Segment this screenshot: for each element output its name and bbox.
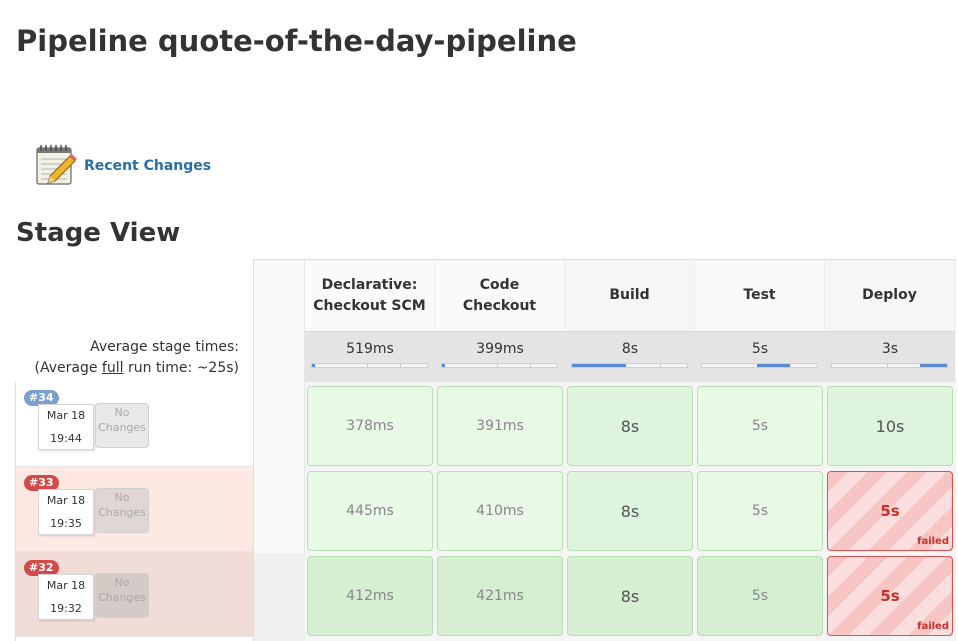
failed-label: failed (917, 621, 949, 632)
stage-cell[interactable]: 410ms (437, 471, 563, 551)
avg-stage-times-label: Average stage times: (90, 339, 239, 355)
run-time: 19:44 (50, 432, 82, 445)
stage-header: Code Checkout (435, 260, 565, 331)
build-number-badge[interactable]: #34 (24, 390, 59, 406)
stage-average-value: 5s (751, 341, 769, 357)
stage-cell[interactable]: 391ms (437, 386, 563, 466)
bar-tick (530, 363, 531, 368)
stage-progress-fill (442, 364, 445, 367)
stage-column-build: Build 8s 8s 8s 8s (565, 260, 695, 641)
stage-cell[interactable]: 5s (697, 386, 823, 466)
stage-column-deploy: Deploy 3s 10s 5s failed 5s failed (825, 260, 955, 641)
stage-progress-bar (441, 363, 558, 368)
build-history-column: #34 Mar 18 19:44 No Changes #33 Mar 18 1… (15, 382, 254, 641)
stage-cell[interactable]: 421ms (437, 556, 563, 636)
avg-full-link[interactable]: full (101, 360, 124, 376)
stage-cell[interactable]: 378ms (307, 386, 433, 466)
stage-cell[interactable]: 445ms (307, 471, 433, 551)
stage-progress-bar (571, 363, 688, 368)
recent-changes-link[interactable]: Recent Changes (84, 158, 212, 174)
run-row-32[interactable]: #32 Mar 18 19:32 No Changes (16, 552, 254, 637)
stage-grid: Declarative: Checkout SCM 519ms 378ms 44… (253, 259, 956, 641)
stage-cell[interactable]: 8s (567, 386, 693, 466)
stage-header: Test (695, 260, 825, 331)
run-date-card: Mar 18 19:35 (38, 489, 94, 535)
stage-average: 399ms (435, 331, 565, 382)
stage-average: 3s (825, 331, 955, 382)
stage-average-value: 3s (881, 341, 899, 357)
stage-cell[interactable]: 5s (697, 471, 823, 551)
stage-average: 8s (565, 331, 695, 382)
run-date: Mar 18 (46, 494, 86, 507)
stage-progress-bar (831, 363, 948, 368)
stage-duration: 5s (880, 587, 900, 605)
stage-duration: 5s (880, 502, 900, 520)
bar-tick (400, 363, 401, 368)
notepad-icon (34, 142, 78, 188)
stage-progress-bar (701, 363, 818, 368)
stage-progress-fill (920, 364, 947, 367)
stage-average-value: 8s (621, 341, 639, 357)
build-number-badge[interactable]: #33 (24, 475, 59, 491)
run-date-card: Mar 18 19:44 (38, 404, 94, 450)
bar-tick (367, 363, 368, 368)
page-title: Pipeline quote-of-the-day-pipeline (16, 24, 577, 58)
stage-progress-fill (312, 364, 315, 367)
avg-full-suffix: run time: ~25s) (123, 360, 239, 376)
run-date-card: Mar 18 19:32 (38, 574, 94, 620)
stage-cell[interactable]: 412ms (307, 556, 433, 636)
stage-view-title: Stage View (16, 218, 181, 248)
stage-column-test: Test 5s 5s 5s 5s (695, 260, 825, 641)
stage-cell-failed[interactable]: 5s failed (827, 556, 953, 636)
changes-box[interactable]: No Changes (95, 488, 149, 533)
stage-cell[interactable]: 8s (567, 471, 693, 551)
avg-full-run-time: (Average full run time: ~25s) (16, 360, 240, 376)
stage-column-code-checkout: Code Checkout 399ms 391ms 410ms 421ms (435, 260, 565, 641)
stage-column-checkout-scm: Declarative: Checkout SCM 519ms 378ms 44… (305, 260, 435, 641)
changes-box[interactable]: No Changes (95, 573, 149, 618)
stage-header: Declarative: Checkout SCM (305, 260, 435, 331)
run-date: Mar 18 (46, 409, 86, 422)
stage-cell[interactable]: 8s (567, 556, 693, 636)
stage-cell-failed[interactable]: 5s failed (827, 471, 953, 551)
stage-average-value: 399ms (476, 341, 524, 357)
recent-changes[interactable]: Recent Changes (34, 142, 211, 188)
run-row-33[interactable]: #33 Mar 18 19:35 No Changes (16, 467, 254, 552)
run-time: 19:32 (50, 602, 82, 615)
failed-label: failed (917, 536, 949, 547)
grid-gutter-row (254, 553, 305, 641)
bar-tick (660, 363, 661, 368)
stage-cell[interactable]: 5s (697, 556, 823, 636)
stage-cell[interactable]: 10s (827, 386, 953, 466)
stage-header: Build (565, 260, 695, 331)
stage-average: 5s (695, 331, 825, 382)
build-number-badge[interactable]: #32 (24, 560, 59, 576)
stage-progress-fill (572, 364, 626, 367)
stage-progress-bar (311, 363, 428, 368)
bar-tick (497, 363, 498, 368)
stage-progress-fill (757, 364, 790, 367)
stage-average: 519ms (305, 331, 435, 382)
avg-full-prefix: (Average (34, 360, 102, 376)
stage-average-value: 519ms (346, 341, 394, 357)
run-row-34[interactable]: #34 Mar 18 19:44 No Changes (16, 382, 254, 467)
stage-header: Deploy (825, 260, 955, 331)
run-date: Mar 18 (46, 579, 86, 592)
bar-tick (887, 363, 888, 368)
changes-box[interactable]: No Changes (95, 403, 149, 448)
run-time: 19:35 (50, 517, 82, 530)
